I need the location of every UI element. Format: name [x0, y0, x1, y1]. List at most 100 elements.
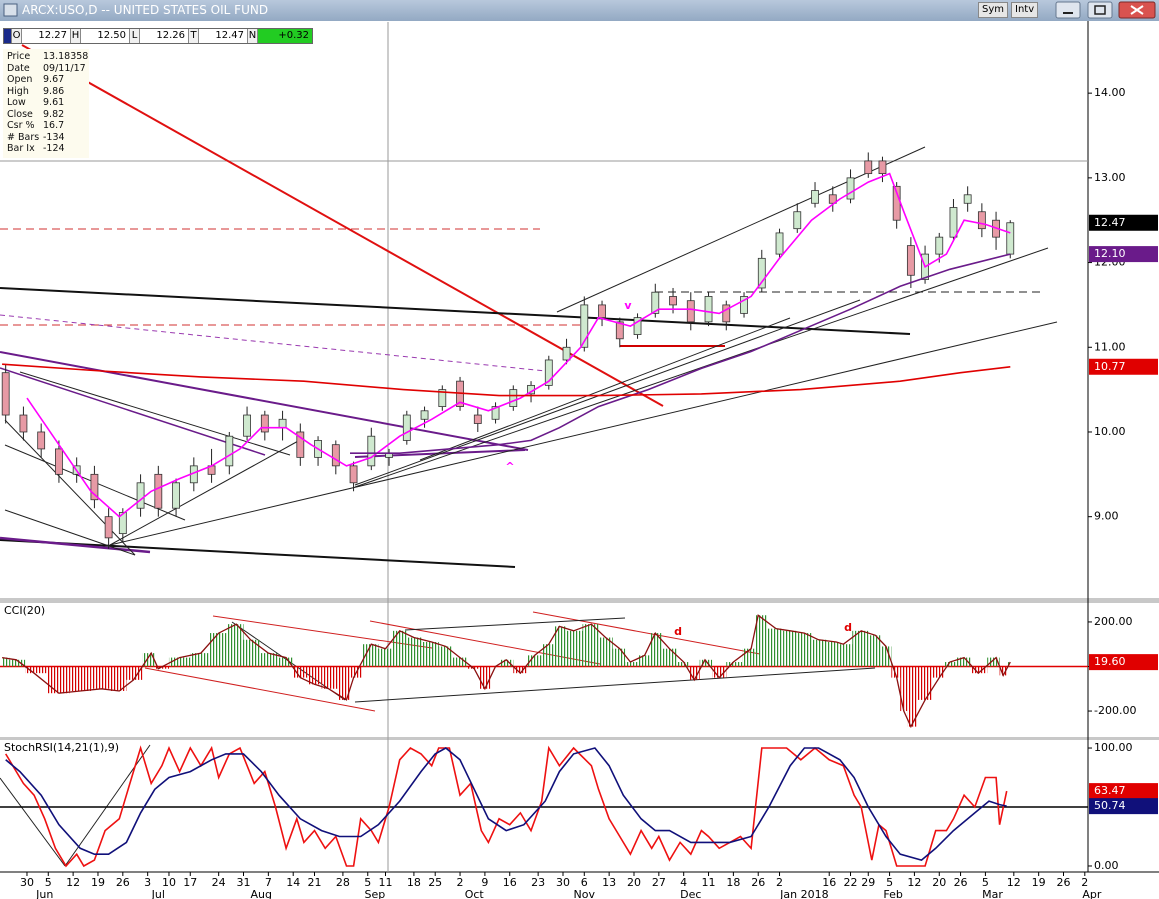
- trendline: [419, 317, 791, 461]
- overlay: 9.0010.0011.0012.0013.0014.00v^12.4712.1…: [4, 86, 1158, 899]
- x-tick-label: 2: [457, 876, 464, 889]
- cci-bar: [900, 666, 908, 712]
- cci-bar: [337, 666, 351, 700]
- window-controls[interactable]: [1055, 1, 1156, 19]
- candle-body: [846, 177, 855, 200]
- cci-bar: [582, 624, 599, 667]
- candle-body: [367, 435, 376, 467]
- x-tick-label: 30: [556, 876, 570, 889]
- x-tick-label: 10: [162, 876, 176, 889]
- sym-button[interactable]: Sym: [978, 2, 1009, 18]
- candle-body: [935, 236, 944, 255]
- trendline: [4, 509, 136, 556]
- x-tick-label: 18: [407, 876, 421, 889]
- y-tick-label: 13.00: [1094, 171, 1126, 184]
- cci-bar: [243, 639, 260, 667]
- candle-body: [104, 516, 113, 539]
- panel-separator: [0, 737, 1159, 740]
- series-line: [2, 363, 1011, 397]
- maximize-button[interactable]: [1087, 1, 1113, 19]
- candle-body: [438, 389, 447, 407]
- candle-body: [19, 414, 28, 433]
- trendline: [0, 314, 556, 373]
- price-panel: [0, 44, 1058, 568]
- info-value: 09/11/17: [43, 62, 86, 74]
- x-tick-label: 26: [751, 876, 765, 889]
- quote-key: H: [70, 29, 81, 43]
- quote-bar: O 12.27 H 12.50 L 12.26 T 12.47 N +0.32: [3, 28, 313, 44]
- cci-bar: [676, 662, 690, 667]
- info-value: 9.86: [43, 85, 65, 97]
- x-tick-label: 5: [886, 876, 893, 889]
- value-tag-label: 12.10: [1094, 247, 1126, 260]
- cci-bar: [999, 666, 1007, 676]
- candle-body: [704, 296, 713, 323]
- candle-body: [864, 160, 873, 175]
- quote-key: T: [188, 29, 199, 43]
- info-row: Low 9.61: [7, 97, 89, 109]
- x-tick-label: 21: [308, 876, 322, 889]
- value-tag-label: 19.60: [1094, 655, 1126, 668]
- cci-bar: [479, 666, 491, 689]
- info-label: # Bars: [7, 131, 40, 143]
- candle-body: [1006, 222, 1015, 255]
- cci-bar: [362, 644, 379, 667]
- cci-bar: [142, 653, 155, 667]
- candle-body: [136, 482, 145, 509]
- candle-body: [260, 414, 269, 433]
- candle-body: [243, 414, 251, 437]
- x-tick-label: 2: [1081, 876, 1088, 889]
- candle-body: [633, 317, 642, 335]
- candle-body: [420, 410, 429, 420]
- intv-button[interactable]: Intv: [1011, 2, 1039, 18]
- x-tick-label: 28: [336, 876, 350, 889]
- candle-body: [225, 435, 234, 467]
- candle-body: [977, 211, 986, 230]
- cci-bar: [46, 666, 70, 694]
- series-line: [350, 253, 1011, 454]
- quote-value: +0.32: [258, 29, 312, 43]
- candle-body: [37, 431, 46, 450]
- x-tick-label: 17: [183, 876, 197, 889]
- x-tick-label: 19: [1032, 876, 1046, 889]
- info-value: 16.7: [43, 120, 65, 131]
- x-tick-label: 5: [982, 876, 989, 889]
- value-tag: [1089, 246, 1158, 263]
- candle-body: [118, 512, 127, 535]
- stochrsi-panel: [0, 744, 1088, 868]
- cci-bar: [513, 666, 528, 674]
- x-tick-label: 26: [116, 876, 130, 889]
- x-tick-label: 20: [627, 876, 641, 889]
- quote-value: 12.26: [156, 30, 185, 41]
- trendline: [354, 299, 861, 486]
- x-tick-label: 26: [954, 876, 968, 889]
- candle-body: [878, 160, 887, 175]
- x-tick-label: 12: [907, 876, 921, 889]
- annotation: d: [844, 621, 852, 634]
- month-label: Jul: [151, 888, 165, 899]
- cci-bar: [378, 648, 393, 667]
- month-label: Jan 2018: [779, 888, 828, 899]
- panel-title: StochRSI(14,21(1),9): [4, 741, 119, 754]
- candle-body: [491, 406, 500, 420]
- month-label: Feb: [883, 888, 902, 899]
- cci-line: [2, 614, 1011, 729]
- candle-body: [349, 465, 358, 484]
- quote-value: 12.50: [97, 30, 126, 41]
- info-value: 13.18358: [43, 51, 89, 62]
- cci-bar: [891, 666, 901, 678]
- candle-body: [154, 473, 163, 509]
- candle-body: [651, 291, 660, 314]
- candle-body: [55, 448, 63, 475]
- cci-bar: [971, 666, 988, 674]
- info-label: Open: [7, 74, 33, 85]
- y-tick-label: -200.00: [1094, 704, 1136, 717]
- minimize-button[interactable]: [1055, 1, 1081, 19]
- series-line: [26, 172, 1011, 518]
- cci-bar: [689, 666, 700, 680]
- info-value: 9.67: [43, 74, 65, 85]
- cci-bar: [69, 666, 91, 691]
- trendline: [0, 287, 911, 335]
